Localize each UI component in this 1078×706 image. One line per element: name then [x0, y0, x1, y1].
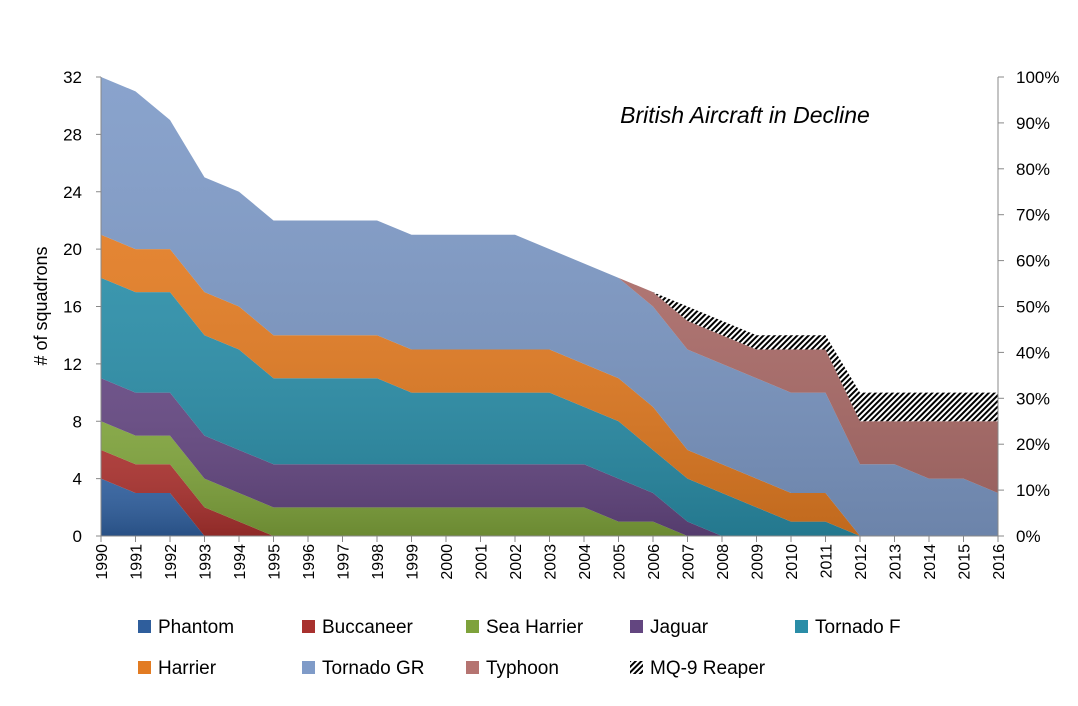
x-tick-label: 1992	[163, 544, 180, 580]
x-tick-label: 1993	[198, 544, 215, 580]
x-tick-label: 1994	[232, 544, 249, 580]
x-tick-label: 1995	[267, 544, 284, 580]
legend-item-jaguar: Jaguar	[630, 617, 709, 638]
y2-tick-label: 60%	[1016, 252, 1050, 271]
y-tick-label: 12	[63, 355, 82, 374]
legend-item-harrier: Harrier	[138, 658, 217, 679]
x-tick-label: 1991	[129, 544, 146, 580]
x-tick-label: 2004	[577, 544, 594, 580]
legend-label: Jaguar	[650, 617, 709, 638]
legend-item-tornado-f: Tornado F	[795, 617, 901, 638]
y-tick-label: 24	[63, 183, 82, 202]
legend-item-sea-harrier: Sea Harrier	[466, 617, 584, 638]
legend-item-phantom: Phantom	[138, 617, 234, 638]
y-tick-label: 8	[73, 412, 82, 431]
legend-swatch	[302, 620, 315, 633]
x-tick-label: 2006	[646, 544, 663, 580]
y2-tick-label: 0%	[1016, 527, 1041, 546]
y-tick-label: 4	[73, 470, 82, 489]
legend-swatch	[138, 620, 151, 633]
legend-swatch	[630, 661, 643, 674]
x-tick-label: 2005	[612, 544, 629, 580]
legend-label: Sea Harrier	[486, 617, 584, 638]
y2-tick-label: 50%	[1016, 298, 1050, 317]
legend-swatch	[466, 661, 479, 674]
y-tick-label: 32	[63, 68, 82, 87]
y-axis-label: # of squadrons	[31, 246, 51, 365]
y-tick-label: 20	[63, 240, 82, 259]
y-tick-label: 28	[63, 125, 82, 144]
legend-label: Phantom	[158, 617, 234, 638]
x-tick-label: 1996	[301, 544, 318, 580]
y2-tick-label: 10%	[1016, 481, 1050, 500]
y2-tick-label: 80%	[1016, 160, 1050, 179]
legend: Phantom Buccaneer Sea Harrier Jaguar Tornado…	[138, 617, 901, 679]
x-tick-label: 2015	[957, 544, 974, 580]
legend-swatch	[795, 620, 808, 633]
x-tick-label: 2011	[819, 544, 836, 579]
legend-label: Typhoon	[486, 658, 559, 679]
y2-tick-label: 30%	[1016, 389, 1050, 408]
x-tick-label: 2016	[991, 544, 1008, 580]
area-series-group	[101, 77, 998, 536]
x-tick-label: 2012	[853, 544, 870, 580]
area-shade-typhoon	[101, 77, 998, 493]
x-tick-label: 1990	[94, 544, 111, 580]
x-tick-label: 2008	[715, 544, 732, 580]
x-tick-label: 2001	[474, 544, 491, 580]
legend-item-buccaneer: Buccaneer	[302, 617, 414, 638]
y-tick-label: 16	[63, 298, 82, 317]
y-tick-label: 0	[73, 527, 82, 546]
legend-label: Harrier	[158, 658, 217, 679]
legend-label: MQ-9 Reaper	[650, 658, 766, 679]
area-shade-tornado-f	[101, 277, 998, 536]
area-mq-9-reaper	[101, 77, 998, 422]
x-tick-label: 2007	[681, 544, 698, 580]
x-tick-label: 2010	[784, 544, 801, 580]
legend-label: Buccaneer	[322, 617, 414, 638]
legend-swatch	[302, 661, 315, 674]
x-tick-label: 1997	[336, 544, 353, 580]
x-tick-label: 2003	[543, 544, 560, 580]
x-tick-label: 1999	[405, 544, 422, 580]
x-tick-label: 2013	[888, 544, 905, 580]
chart-title: British Aircraft in Decline	[620, 102, 870, 128]
legend-item-tornado-gr: Tornado GR	[302, 658, 424, 679]
y2-tick-label: 70%	[1016, 206, 1050, 225]
legend-label: Tornado F	[815, 617, 901, 638]
axes-group: 0 4 8 12 16 20 24 28 32 0% 10% 20% 30% 40% 50% 60% 70% 80…	[63, 68, 1059, 580]
y2-tick-label: 90%	[1016, 114, 1050, 133]
x-tick-label: 1998	[370, 544, 387, 580]
x-tick-label: 2000	[439, 544, 456, 580]
y2-tick-label: 40%	[1016, 343, 1050, 362]
area-shade-tornado-gr	[101, 77, 998, 536]
legend-item-typhoon: Typhoon	[466, 658, 559, 679]
area-shade-harrier	[101, 234, 998, 536]
y2-tick-label: 100%	[1016, 68, 1059, 87]
legend-swatch	[630, 620, 643, 633]
area-shade-phantom	[101, 478, 998, 536]
legend-label: Tornado GR	[322, 658, 424, 679]
legend-swatch	[138, 661, 151, 674]
legend-swatch	[466, 620, 479, 633]
x-tick-label: 2014	[922, 544, 939, 580]
legend-item-mq-9-reaper: MQ-9 Reaper	[630, 658, 766, 679]
area-shade-jaguar	[101, 378, 998, 536]
x-tick-label: 2002	[508, 544, 525, 580]
x-tick-label: 2009	[750, 544, 767, 580]
y2-tick-label: 20%	[1016, 435, 1050, 454]
